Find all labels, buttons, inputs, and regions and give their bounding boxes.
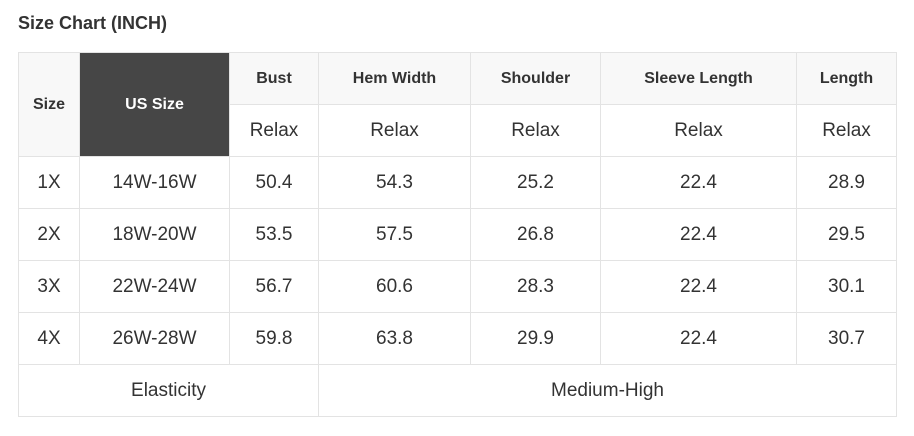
fit-cell: Relax [470, 104, 601, 157]
table-cell: 30.1 [796, 260, 897, 313]
table-cell: 29.5 [796, 208, 897, 261]
table-cell: 18W-20W [79, 208, 230, 261]
table-cell: 1X [18, 156, 80, 209]
table-cell: 63.8 [318, 312, 471, 365]
table-cell: 59.8 [229, 312, 319, 365]
size-chart-table: Size US Size Bust Hem Width Shoulder Sle… [18, 52, 897, 417]
table-row: 1X 14W-16W 50.4 54.3 25.2 22.4 28.9 [18, 156, 897, 209]
fit-cell: Relax [600, 104, 797, 157]
table-cell: 57.5 [318, 208, 471, 261]
fit-cell: Relax [796, 104, 897, 157]
fit-row: Relax Relax Relax Relax Relax [19, 104, 897, 157]
table-cell: 60.6 [318, 260, 471, 313]
table-cell: 4X [18, 312, 80, 365]
header-length: Length [796, 52, 897, 105]
table-cell: 26W-28W [79, 312, 230, 365]
page-title: Size Chart (INCH) [18, 13, 168, 33]
header-shoulder: Shoulder [470, 52, 601, 105]
header-size: Size [18, 52, 80, 157]
table-cell: 22W-24W [79, 260, 230, 313]
table-cell: 22.4 [600, 312, 797, 365]
table-cell: 22.4 [600, 156, 797, 209]
table-cell: 14W-16W [79, 156, 230, 209]
table-cell: 28.3 [470, 260, 601, 313]
fit-cell: Relax [318, 104, 471, 157]
table-cell: 26.8 [470, 208, 601, 261]
fit-cell: Relax [229, 104, 319, 157]
table-cell: 54.3 [318, 156, 471, 209]
table-row: 3X 22W-24W 56.7 60.6 28.3 22.4 30.1 [18, 260, 897, 313]
table-cell: 56.7 [229, 260, 319, 313]
table-cell: 25.2 [470, 156, 601, 209]
elasticity-value: Medium-High [318, 364, 897, 417]
header-sleeve-length: Sleeve Length [600, 52, 797, 105]
table-cell: 2X [18, 208, 80, 261]
table-cell: 53.5 [229, 208, 319, 261]
header-hem-width: Hem Width [318, 52, 471, 105]
table-cell: 22.4 [600, 260, 797, 313]
header-row: Size US Size Bust Hem Width Shoulder Sle… [18, 52, 897, 157]
table-row: 4X 26W-28W 59.8 63.8 29.9 22.4 30.7 [18, 312, 897, 365]
table-cell: 29.9 [470, 312, 601, 365]
table-cell: 28.9 [796, 156, 897, 209]
table-row: 2X 18W-20W 53.5 57.5 26.8 22.4 29.5 [18, 208, 897, 261]
table-cell: 3X [18, 260, 80, 313]
table-cell: 22.4 [600, 208, 797, 261]
table-cell: 30.7 [796, 312, 897, 365]
elasticity-label: Elasticity [18, 364, 319, 417]
table-cell: 50.4 [229, 156, 319, 209]
header-us-size: US Size [79, 52, 230, 157]
elasticity-row: Elasticity Medium-High [18, 364, 897, 417]
header-bust: Bust [229, 52, 319, 105]
